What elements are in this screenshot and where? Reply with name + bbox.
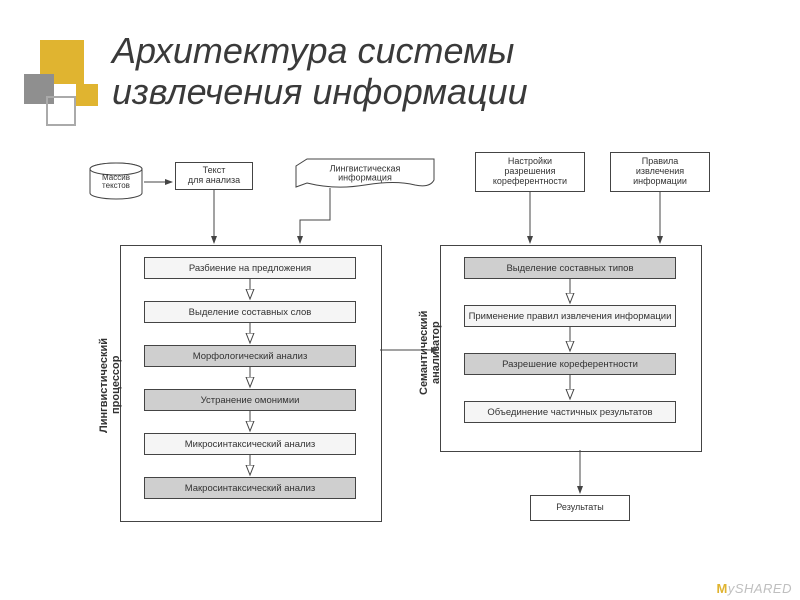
right-step-3: Объединение частичных результатов	[464, 401, 676, 423]
watermark: MySHARED	[716, 581, 792, 596]
left-step-0: Разбиение на предложения	[144, 257, 356, 279]
slide-title: Архитектура системы извлечения информаци…	[112, 30, 528, 113]
watermark-text: ySHARED	[728, 581, 792, 596]
label-semantic-analyzer: Семантическийанализатор	[418, 283, 442, 423]
doc-linguistic-info: Лингвистическаяинформация	[295, 158, 435, 188]
box-text-for-analysis: Текстдля анализа	[175, 162, 253, 190]
right-step-2: Разрешение кореферентности	[464, 353, 676, 375]
box-results: Результаты	[530, 495, 630, 521]
left-step-3: Устранение омонимии	[144, 389, 356, 411]
left-step-5: Макросинтаксический анализ	[144, 477, 356, 499]
doc-linguistic-info-label: Лингвистическаяинформация	[299, 165, 431, 184]
cylinder-label: Массивтекстов	[88, 174, 144, 191]
title-line-2: извлечения информации	[112, 71, 528, 112]
box-coref-settings: Настройкиразрешениякореферентности	[475, 152, 585, 192]
deco-square-yellow-small	[76, 84, 98, 106]
right-step-1: Применение правил извлечения информации	[464, 305, 676, 327]
label-linguistic-processor: Лингвистическийпроцессор	[98, 300, 122, 470]
left-step-4: Микросинтаксический анализ	[144, 433, 356, 455]
left-step-1: Выделение составных слов	[144, 301, 356, 323]
cylinder-text-array: Массивтекстов	[88, 162, 144, 202]
right-step-0: Выделение составных типов	[464, 257, 676, 279]
deco-square-outline	[46, 96, 76, 126]
title-decoration	[20, 30, 110, 140]
title-line-1: Архитектура системы	[112, 30, 514, 71]
left-step-2: Морфологический анализ	[144, 345, 356, 367]
box-extract-rules: Правилаизвлеченияинформации	[610, 152, 710, 192]
watermark-m: M	[716, 581, 727, 596]
